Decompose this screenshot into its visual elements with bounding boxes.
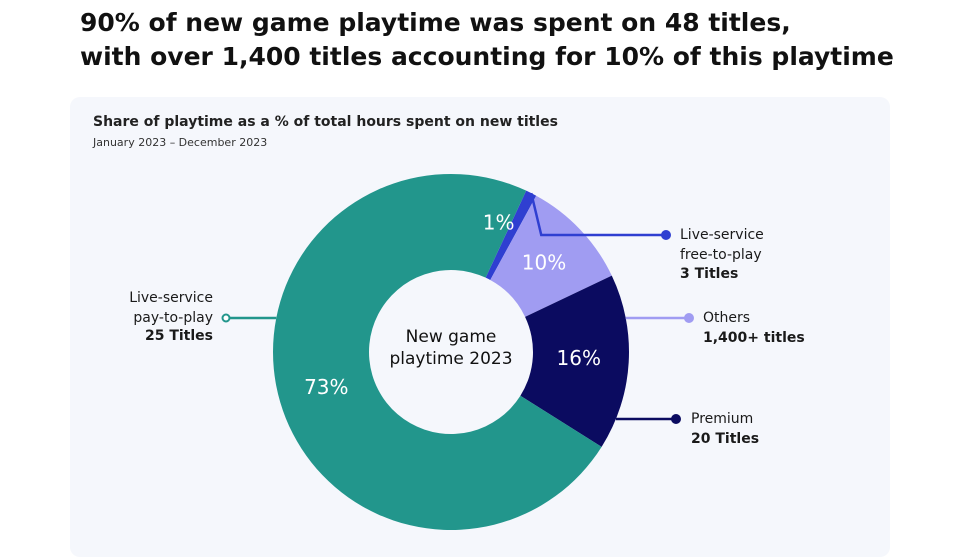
chart-subtitle: January 2023 – December 2023: [93, 136, 268, 149]
pct-label-others: 10%: [522, 251, 566, 275]
slice-name-premium: Premium: [691, 411, 753, 427]
center-label-line: playtime 2023: [389, 349, 512, 369]
leader-dot-ls_p2p: [221, 313, 231, 323]
percentage-labels: 1% 10% 16% 73%: [304, 211, 601, 400]
slice-name-ls_p2p: pay-to-play: [133, 310, 213, 326]
slice-count-ls_p2p: 25 Titles: [145, 328, 213, 344]
donut-slices: [273, 174, 629, 530]
leader-dot-others: [684, 313, 694, 323]
leader-lines: [221, 192, 694, 424]
slice-labels: Live-service free-to-play 3 Titles Others 1,…: [129, 227, 805, 447]
slice-ls_f2p: [485, 190, 537, 281]
slice-name-ls_f2p: Live-service: [680, 227, 764, 243]
leader-dot-premium: [671, 414, 681, 424]
center-label-line: New game: [406, 327, 497, 347]
chart-title: Share of playtime as a % of total hours …: [93, 114, 558, 130]
slice-count-ls_f2p: 3 Titles: [680, 266, 738, 282]
slice-ls_p2p: [273, 174, 602, 530]
slice-count-premium: 20 Titles: [691, 431, 759, 447]
slice-premium: [520, 275, 629, 447]
donut-chart: 1% 10% 16% 73% Live-service free-to-play 3 Ti…: [129, 174, 805, 530]
headline-line-1: 90% of new game playtime was spent on 48…: [80, 8, 791, 37]
pct-label-ls_p2p: 73%: [304, 375, 348, 399]
center-label: New game playtime 2023: [389, 327, 512, 369]
leader-line-ls_f2p: [530, 192, 666, 237]
slice-name-ls_p2p: Live-service: [129, 290, 213, 306]
leader-dot-ls_f2p: [661, 230, 671, 240]
slice-count-others: 1,400+ titles: [703, 330, 805, 346]
slice-name-others: Others: [703, 310, 750, 326]
slice-others: [490, 195, 612, 317]
pct-label-ls_f2p: 1%: [483, 211, 515, 235]
headline: 90% of new game playtime was spent on 48…: [80, 6, 950, 74]
headline-line-2: with over 1,400 titles accounting for 10…: [80, 42, 894, 71]
slice-name-ls_f2p: free-to-play: [680, 247, 762, 263]
pct-label-premium: 16%: [557, 346, 601, 370]
